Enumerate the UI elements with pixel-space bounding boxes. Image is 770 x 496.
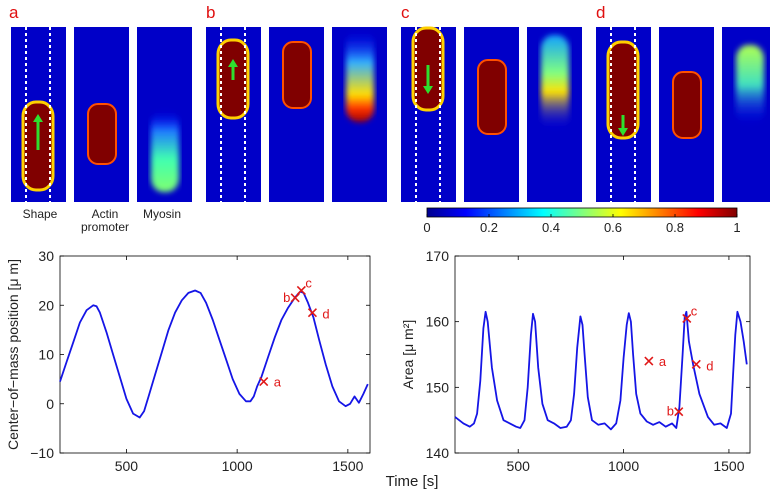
panel-letter-d: d (596, 3, 606, 22)
marker-label-d: d (706, 358, 713, 373)
x-tick-label: 1000 (222, 458, 253, 474)
panel-letter-b: b (206, 3, 216, 22)
shape-cell-d (606, 40, 640, 140)
motion-arrowhead-d (618, 128, 628, 136)
data-series-line (59, 289, 369, 419)
y-axis-label: Area [μ m²] (400, 320, 416, 390)
y-tick-label: −10 (30, 445, 54, 461)
y-tick-label: 170 (426, 248, 450, 264)
myosin-region-b (346, 30, 374, 122)
motion-arrowhead-a (33, 114, 43, 122)
panel-letter-a: a (9, 3, 19, 22)
plot-frame (454, 255, 751, 454)
data-series-line (454, 310, 748, 431)
x-tick-label: 500 (115, 458, 139, 474)
y-tick-label: 0 (46, 396, 54, 412)
motion-arrowhead-c (423, 86, 433, 94)
x-tick-label: 1000 (608, 458, 639, 474)
colorbar-tick-label-3: 0.6 (604, 220, 622, 235)
column-label-shape: Shape (22, 207, 58, 221)
x-tick-label: 1500 (332, 458, 363, 474)
actin-region-d (672, 71, 702, 139)
y-tick-label: 160 (426, 314, 450, 330)
y-tick-label: 20 (38, 297, 54, 313)
colorbar-tick-label-4: 0.8 (666, 220, 684, 235)
colorbar-tick-label-5: 1 (733, 220, 740, 235)
actin-region-c (477, 59, 507, 135)
marker-d (307, 308, 317, 318)
marker-b (674, 407, 684, 417)
column-label-actin: Actin promoter (80, 207, 130, 234)
marker-label-a: a (274, 375, 282, 390)
x-axis-label: Time [s] (386, 473, 439, 490)
myosin-region-c (541, 35, 569, 130)
x-tick-label: 1500 (713, 458, 744, 474)
marker-b (290, 293, 300, 303)
motion-arrowhead-b (228, 59, 238, 67)
colorbar-tick-label-1: 0.2 (480, 220, 498, 235)
y-tick-label: 30 (38, 248, 54, 264)
time-series-plots: 500 1000 1500−100102030abcdCenter−of−mass … (5, 248, 751, 490)
marker-label-c: c (691, 303, 698, 318)
marker-label-a: a (659, 354, 667, 369)
column-label-myosin: Myosin (142, 207, 181, 221)
y-tick-label: 140 (426, 445, 450, 461)
marker-label-c: c (305, 275, 312, 290)
plot-2: 500 1000 1500 140 150 160 170 a b c d Area [μ m²] (400, 248, 751, 474)
marker-c (682, 313, 692, 323)
marker-label-b: b (667, 404, 674, 419)
marker-label-d: d (322, 307, 329, 322)
marker-label-b: b (283, 290, 290, 305)
marker-a (259, 377, 269, 387)
cell-snapshot-panels (11, 26, 770, 202)
marker-c (296, 285, 306, 296)
myosin-region-d (736, 45, 764, 125)
colorbar-tick-label-2: 0.4 (542, 220, 560, 235)
colorbar-tick-label-0: 0 (423, 220, 430, 235)
colorbar: 0 0.2 0.4 0.6 0.8 1 (423, 207, 741, 235)
actin-region-b (282, 41, 312, 109)
plot-1: 500 1000 1500 −10 0 10 20 30 a bc d Center−of−mass … (5, 248, 371, 474)
colorbar-gradient (426, 207, 738, 218)
actin-region-a (87, 103, 117, 165)
panel-letter-c: c (401, 3, 410, 22)
x-tick-label: 500 (507, 458, 531, 474)
marker-a (644, 356, 654, 366)
myosin-region-a (151, 110, 179, 192)
marker-d (691, 359, 701, 369)
y-tick-label: 150 (426, 379, 450, 395)
y-tick-label: 10 (38, 347, 54, 363)
y-axis-label: Center−of−mass position [μ m] (5, 259, 21, 450)
